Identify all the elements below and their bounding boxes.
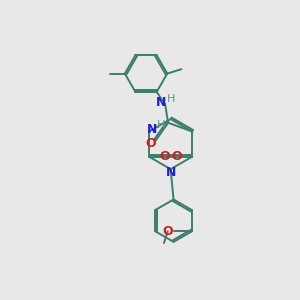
- Text: O: O: [171, 150, 182, 163]
- Text: N: N: [165, 166, 176, 178]
- Text: N: N: [147, 123, 158, 136]
- Text: O: O: [163, 225, 173, 238]
- Text: N: N: [156, 96, 166, 109]
- Text: H: H: [157, 120, 166, 130]
- Text: O: O: [145, 137, 156, 151]
- Text: O: O: [159, 150, 170, 163]
- Text: H: H: [167, 94, 175, 104]
